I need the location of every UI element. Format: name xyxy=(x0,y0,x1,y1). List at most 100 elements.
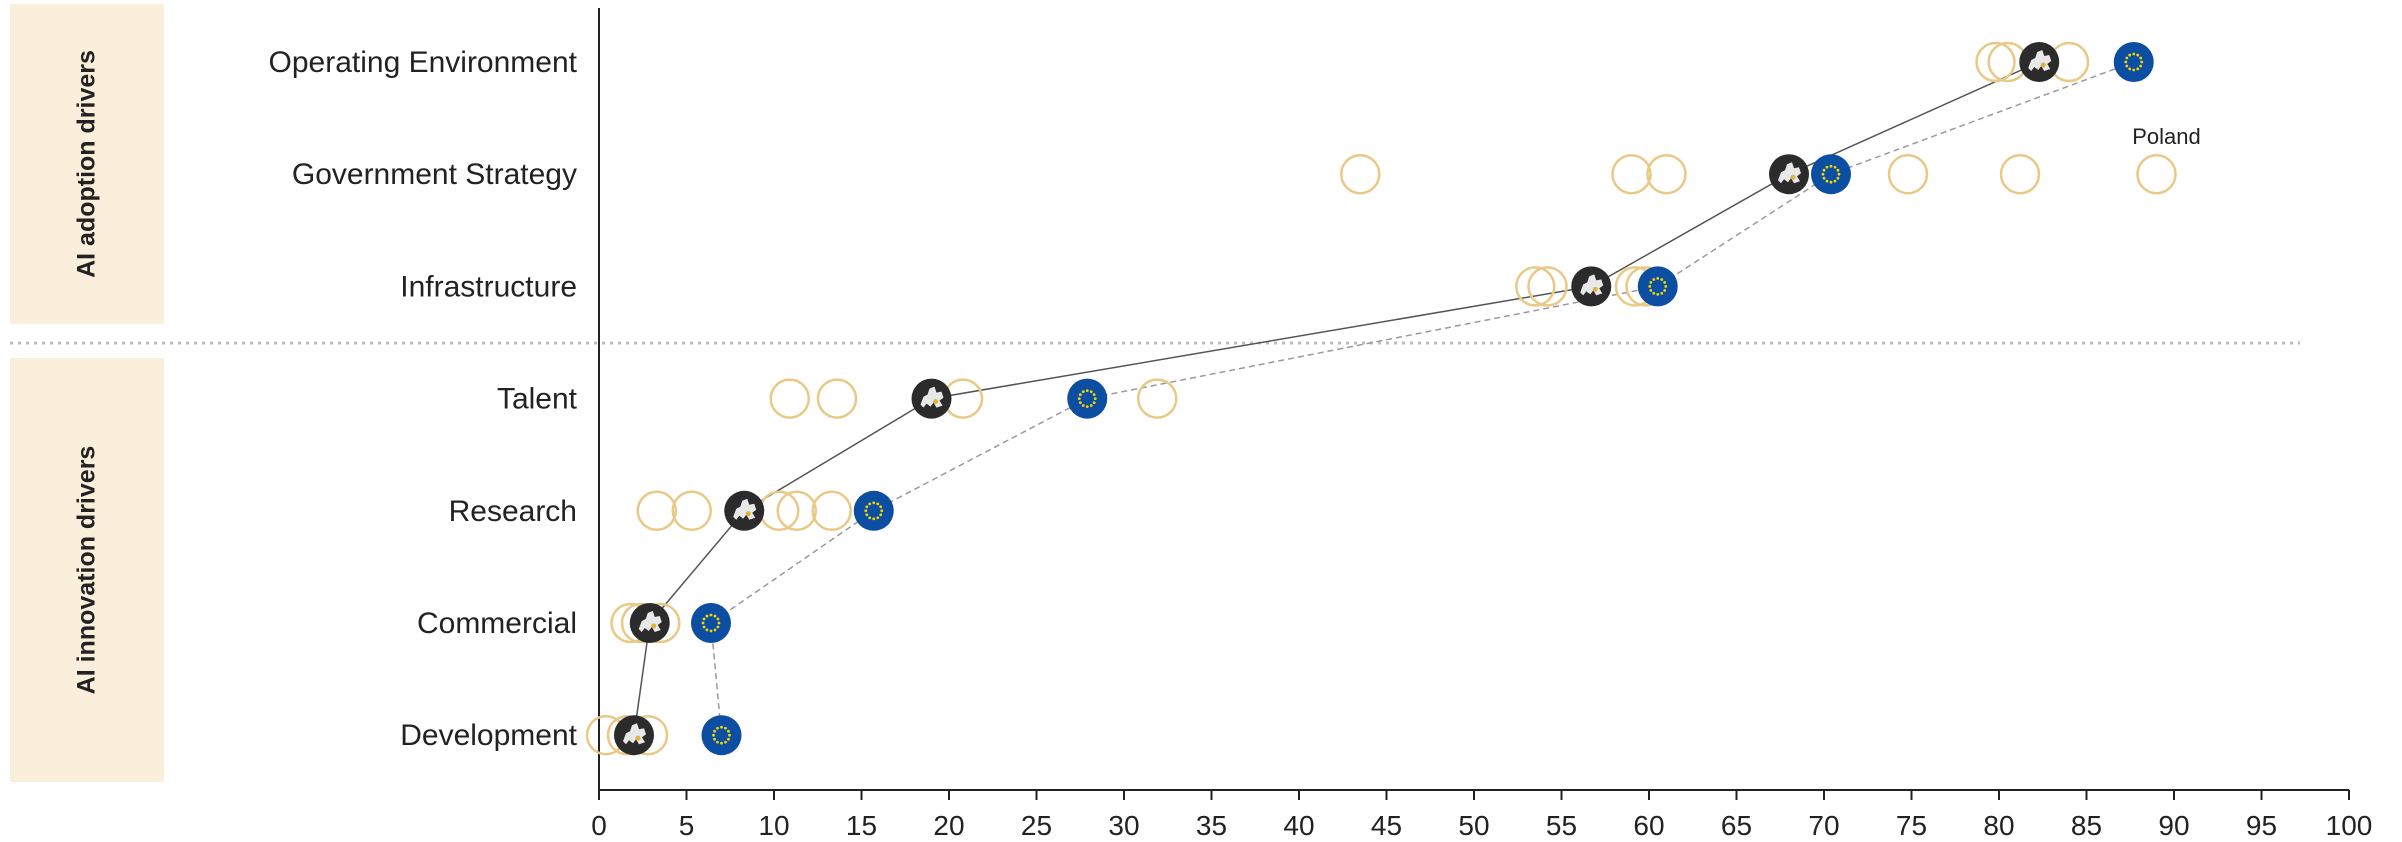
eu-star-dot xyxy=(876,502,880,506)
eu-star-dot xyxy=(1825,179,1829,183)
eu-star-dot xyxy=(868,516,872,520)
eu-star-dot xyxy=(865,505,869,509)
eu-star-dot xyxy=(2132,68,2136,72)
category-label-commercial: Commercial xyxy=(417,607,577,640)
country-marker-talent-3 xyxy=(1137,378,1178,419)
eu-star-dot xyxy=(1836,168,1840,172)
eu-star-dot xyxy=(720,741,723,745)
eu-star-dot xyxy=(701,621,705,625)
eu-star-dot xyxy=(728,733,731,737)
highlight-country-dot xyxy=(1790,174,1796,180)
category-label-research: Research xyxy=(449,495,577,528)
eu-flag-marker-research xyxy=(853,490,894,531)
eu-flag-marker-infrastructure xyxy=(1637,266,1678,307)
eu-flag-disc xyxy=(701,715,742,756)
eu-star-dot xyxy=(1822,176,1826,180)
eu-star-dot xyxy=(724,726,727,730)
eu-flag-marker-development xyxy=(701,715,742,756)
eu-star-dot xyxy=(1089,390,1093,394)
x-tick-label-55: 55 xyxy=(1546,810,1577,841)
country-marker-infrastructure-0 xyxy=(1515,266,1556,307)
category-label-development: Development xyxy=(400,719,577,752)
country-marker-research-0 xyxy=(636,490,677,532)
country-marker-operating-environment-0 xyxy=(1975,41,2016,83)
eu-star-dot xyxy=(876,516,880,520)
eu-star-dot xyxy=(1649,281,1653,284)
adoption-group-band: AI adoption drivers xyxy=(10,4,164,324)
eu-star-dot xyxy=(872,501,876,505)
eu-star-dot xyxy=(702,617,706,621)
eu-flag-marker-government-strategy xyxy=(1811,154,1851,195)
eu-star-dot xyxy=(2128,53,2132,57)
country-marker-talent-1 xyxy=(816,378,858,419)
highlight-country-dot xyxy=(651,623,657,629)
eu-star-dot xyxy=(716,617,720,621)
eu-star-dot xyxy=(1663,281,1667,284)
eu-star-dot xyxy=(724,740,727,744)
eu-star-dot xyxy=(1833,179,1837,183)
innovation-group-band: AI innovation drivers xyxy=(10,358,164,782)
x-tick-label-70: 70 xyxy=(1808,810,1839,841)
eu-flag-disc xyxy=(1067,378,1108,419)
eu-aggregate-marker-talent xyxy=(911,378,952,419)
country-marker-research-1 xyxy=(671,490,712,532)
eu-star-dot xyxy=(705,628,709,632)
x-tick-label-35: 35 xyxy=(1196,810,1227,841)
eu-star-dot xyxy=(1085,405,1089,408)
country-marker-infrastructure-1 xyxy=(1527,266,1568,307)
category-label-government-strategy: Government Strategy xyxy=(292,158,577,191)
eu-star-dot xyxy=(1656,277,1660,280)
eu-flag-marker-operating-environment xyxy=(2113,42,2154,82)
eu-aggregate-marker-infrastructure xyxy=(1571,266,1612,307)
eu-star-dot xyxy=(705,614,709,618)
x-tick-label-30: 30 xyxy=(1108,810,1139,841)
eu-star-dot xyxy=(1648,285,1652,288)
x-tick-label-25: 25 xyxy=(1021,810,1052,841)
eu-aggregate-marker-commercial xyxy=(629,603,670,643)
eu-star-dot xyxy=(2139,64,2143,68)
x-tick-label-45: 45 xyxy=(1371,810,1402,841)
eu-star-dot xyxy=(1664,285,1668,288)
eu-star-dot xyxy=(1092,401,1096,404)
x-tick-label-100: 100 xyxy=(2326,810,2373,841)
x-tick-label-5: 5 xyxy=(679,810,695,841)
eu-star-dot xyxy=(1829,164,1833,168)
highlight-country-dot xyxy=(933,399,938,405)
x-tick-label-15: 15 xyxy=(846,810,877,841)
eu-star-dot xyxy=(1837,172,1841,176)
eu-flag-disc xyxy=(1637,266,1678,307)
eu-star-dot xyxy=(702,625,706,629)
country-marker-talent-0 xyxy=(769,378,810,419)
eu-star-dot xyxy=(872,517,876,521)
eu-star-dot xyxy=(716,740,719,744)
eu-flag-marker-commercial xyxy=(691,603,731,643)
country-marker-government-strategy-4 xyxy=(1999,153,2041,195)
eu-star-dot xyxy=(879,513,883,517)
eu-star-dot xyxy=(712,733,715,737)
eu-flag-disc xyxy=(1811,154,1851,195)
highlight-country-dot xyxy=(2040,62,2046,68)
eu-star-dot xyxy=(720,725,723,729)
eu-star-dot xyxy=(2136,67,2140,71)
eu-aggregate-marker-operating-environment xyxy=(2019,42,2060,82)
eu-star-dot xyxy=(1825,165,1829,169)
highlight-country-dot xyxy=(635,735,641,741)
country-marker-government-strategy-1 xyxy=(1611,153,1652,195)
x-tick-label-60: 60 xyxy=(1633,810,1664,841)
highlight-country-dot xyxy=(1592,286,1598,292)
eu-star-dot xyxy=(727,737,730,741)
eu-star-dot xyxy=(2124,60,2128,64)
eu-star-dot xyxy=(1081,404,1085,407)
eu-star-dot xyxy=(1649,289,1653,292)
eu-star-dot xyxy=(2125,64,2129,68)
x-tick-label-85: 85 xyxy=(2071,810,2102,841)
annotation-poland: Poland xyxy=(2132,124,2201,149)
x-tick-label-20: 20 xyxy=(933,810,964,841)
x-tick-label-40: 40 xyxy=(1283,810,1314,841)
x-tick-label-80: 80 xyxy=(1983,810,2014,841)
eu-star-dot xyxy=(1660,291,1664,295)
eu-star-dot xyxy=(1081,390,1085,394)
eu-star-dot xyxy=(1652,278,1656,281)
eu-star-dot xyxy=(713,614,717,618)
